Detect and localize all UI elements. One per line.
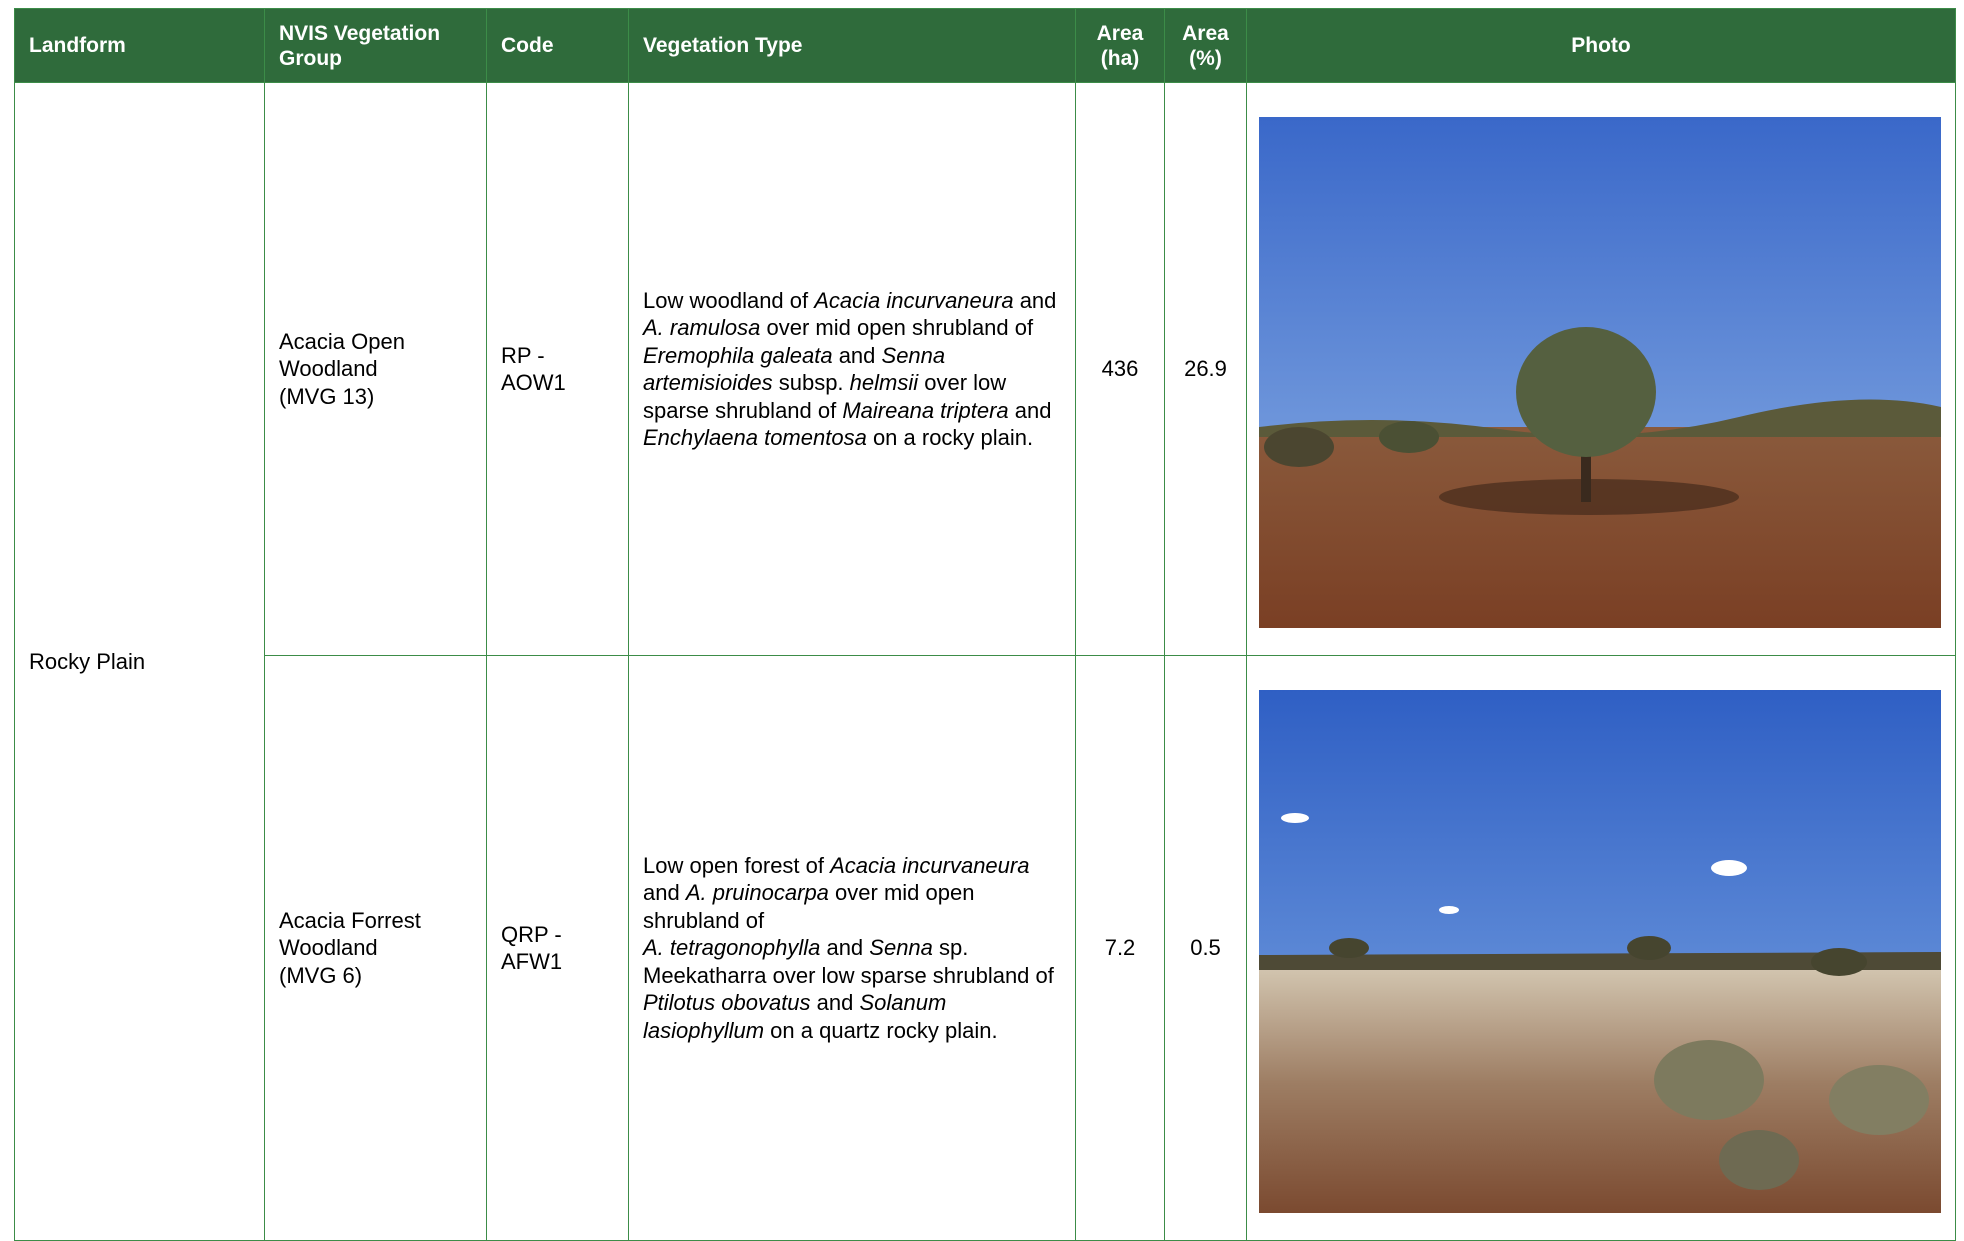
header-cell: Area (%) [1164, 8, 1247, 83]
text: over mid open shrubland of [760, 315, 1034, 340]
vegetation-table: Landform NVIS Vegetation Group Code Vege… [14, 8, 1956, 1241]
landform-cell: Rocky Plain [14, 82, 265, 1241]
header-cell: Vegetation Type [628, 8, 1076, 83]
italic-text: Acacia incurvaneura [814, 287, 1014, 313]
text: and [820, 935, 870, 961]
italic-text: A. pruinocarpa [685, 880, 829, 906]
text: and [1008, 397, 1052, 423]
text: Low open forest of [643, 852, 831, 878]
photo [1259, 116, 1941, 628]
photo-cell [1246, 82, 1956, 656]
text: and [1013, 287, 1057, 313]
italic-text: Maireana triptera [842, 397, 1009, 423]
italic-text: A. ramulosa [643, 315, 761, 340]
italic-text: Senna artemisioides [643, 342, 946, 396]
nvis-group-cell: Acacia Open Woodland (MVG 13) [264, 82, 487, 656]
italic-text: helmsii [849, 370, 919, 395]
table-row: Acacia Forrest Woodland (MVG 6) QRP - AF… [15, 655, 1956, 1241]
code-cell: QRP - AFW1 [486, 655, 629, 1241]
header-cell: NVIS Vegetation Group [264, 8, 487, 83]
text: Low woodland of [643, 287, 815, 313]
text: on a rocky plain. [866, 425, 1034, 450]
nvis-group-cell: Acacia Forrest Woodland (MVG 6) [264, 655, 487, 1241]
table-row: Rocky Plain Acacia Open Woodland (MVG 13… [14, 82, 1956, 1241]
text: over mid open shrubland of [643, 880, 975, 933]
text: and [832, 342, 882, 368]
italic-text: Enchylaena tomentosa [643, 425, 867, 450]
header-cell: Area (ha) [1075, 8, 1165, 83]
text: sp. Meekatharra over low sparse shrublan… [643, 935, 1054, 988]
text: over low sparse shrubland of [643, 370, 1007, 423]
italic-text: Acacia incurvaneura [830, 852, 1030, 878]
photo-cell [1246, 655, 1956, 1241]
italic-text: A. tetragonophylla [643, 935, 821, 961]
italic-text: Eremophila galeata [643, 342, 833, 368]
text: subsp. [772, 370, 850, 395]
photo [1259, 689, 1941, 1213]
text: and [643, 880, 686, 906]
vegetation-type-cell: Low woodland of Acacia incurvaneura and … [628, 82, 1076, 656]
page: Landform NVIS Vegetation Group Code Vege… [14, 8, 1956, 1241]
header-row: Landform NVIS Vegetation Group Code Vege… [14, 8, 1956, 83]
italic-text: Senna [869, 935, 933, 961]
code-cell: RP - AOW1 [486, 82, 629, 656]
text: and [810, 990, 860, 1016]
area-ha-cell: 436 [1075, 82, 1165, 656]
header-cell: Photo [1246, 8, 1956, 83]
italic-text: Ptilotus obovatus [643, 990, 811, 1016]
italic-text: Solanum lasiophyllum [643, 990, 947, 1043]
header-cell: Landform [14, 8, 265, 83]
area-pct-cell: 26.9 [1164, 82, 1247, 656]
text: on a quartz rocky plain. [764, 1017, 998, 1043]
area-ha-cell: 7.2 [1075, 655, 1165, 1241]
header-cell: Code [486, 8, 629, 83]
area-pct-cell: 0.5 [1164, 655, 1247, 1241]
vegetation-type-cell: Low open forest of Acacia incurvaneura a… [628, 655, 1076, 1241]
